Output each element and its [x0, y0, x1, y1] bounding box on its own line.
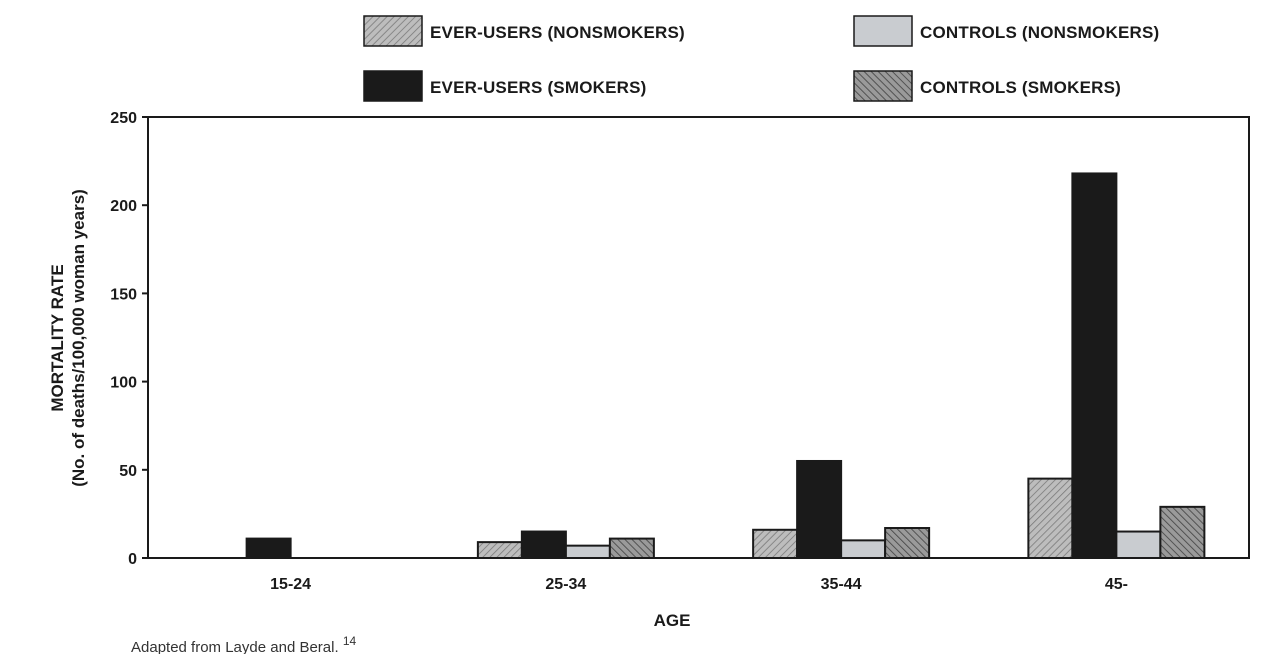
bar-solid-dark-25-34	[520, 530, 567, 559]
bar-light-gray-35-44	[840, 539, 887, 559]
plot-frame	[147, 116, 1250, 559]
source-text: Adapted from Layde and Beral.	[131, 639, 339, 654]
y-axis: 0 50 100 150 200 250	[110, 110, 148, 568]
x-tick-label: 15-24	[270, 576, 311, 593]
y-tick-label: 250	[110, 110, 137, 127]
y-tick-label: 0	[128, 551, 137, 568]
source-note: Adapted from Layde and Beral. 14	[131, 634, 356, 654]
y-tick-label: 50	[119, 463, 137, 480]
legend-swatch-solid-dark	[363, 70, 423, 102]
x-axis-title: AGE	[654, 611, 691, 630]
x-tick-label: 35-44	[821, 576, 862, 593]
legend-swatch-hatch-light	[363, 15, 423, 47]
y-tick-label: 100	[110, 375, 137, 392]
x-tick-label: 45-	[1105, 576, 1128, 593]
bar-solid-dark-45-	[1071, 172, 1118, 559]
bar-hatch-dark-25-34	[608, 537, 655, 560]
bar-light-gray-25-34	[564, 544, 611, 559]
chart-legend: EVER-USERS (NONSMOKERS) EVER-USERS (SMOKE…	[363, 15, 1159, 102]
y-tick-label: 150	[110, 286, 137, 303]
legend-swatch-light-gray	[853, 15, 913, 47]
x-tick-label: 25-34	[545, 576, 586, 593]
bar-solid-dark-35-44	[796, 459, 843, 560]
bar-hatch-light-35-44	[752, 528, 799, 560]
x-axis: 15-24 25-34 35-44 45-	[270, 576, 1128, 593]
legend-swatch-hatch-dark	[853, 70, 913, 102]
bar-solid-dark-15-24	[245, 537, 292, 560]
bar-light-gray-45-	[1115, 530, 1162, 559]
plot-border	[147, 116, 1250, 559]
legend-label: CONTROLS (SMOKERS)	[920, 78, 1121, 97]
y-axis-title-line1: MORTALITY RATE	[48, 264, 67, 411]
source-reference: 14	[343, 634, 357, 648]
bar-hatch-light-25-34	[476, 541, 523, 560]
y-tick-label: 200	[110, 198, 137, 215]
bar-hatch-dark-35-44	[884, 527, 931, 560]
bars	[245, 172, 1206, 560]
legend-label: CONTROLS (NONSMOKERS)	[920, 23, 1159, 42]
y-axis-title-line2: (No. of deaths/100,000 woman years)	[69, 189, 88, 487]
legend-label: EVER-USERS (NONSMOKERS)	[430, 23, 685, 42]
bar-hatch-light-45-	[1027, 477, 1074, 559]
bar-hatch-dark-45-	[1159, 505, 1206, 559]
legend-label: EVER-USERS (SMOKERS)	[430, 78, 647, 97]
